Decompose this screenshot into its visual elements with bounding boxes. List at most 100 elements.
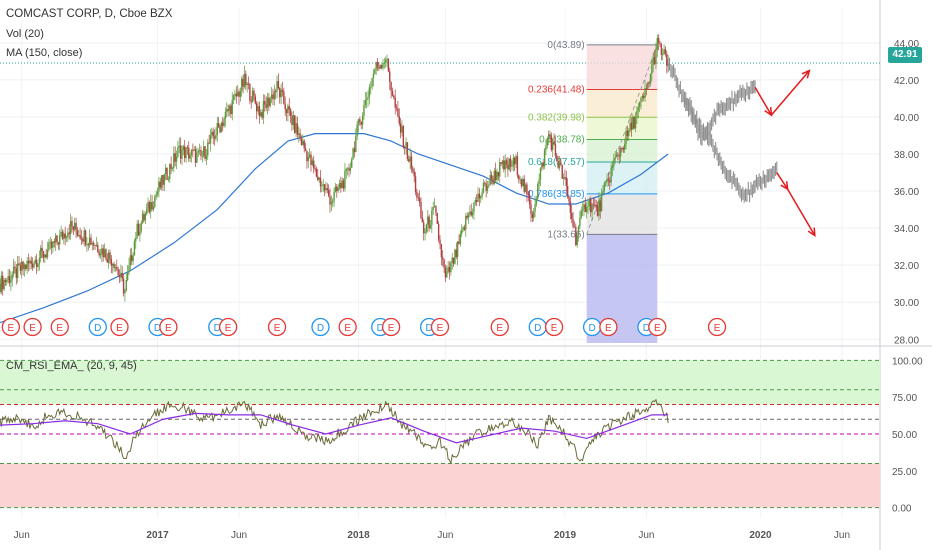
- price-axis-tick: 40.00: [894, 113, 919, 124]
- candle-body: [204, 146, 206, 159]
- candle-body: [68, 232, 70, 235]
- arrow-drawings[interactable]: [754, 69, 816, 238]
- marker-label: D: [94, 323, 101, 334]
- candle-body: [91, 242, 94, 245]
- candle-body: [154, 196, 156, 207]
- marker-label: E: [165, 323, 172, 334]
- candle-body: [67, 232, 69, 238]
- candle-body: [16, 263, 19, 278]
- candle-body: [361, 115, 364, 125]
- projection-drawing[interactable]: [667, 57, 778, 203]
- candle-body: [167, 178, 170, 180]
- candle-body: [26, 260, 28, 270]
- candle-body: [379, 65, 381, 69]
- candle-body: [465, 215, 467, 230]
- candle-body: [458, 241, 460, 244]
- candle-body: [261, 112, 263, 118]
- candle-body: [443, 259, 445, 268]
- candle-body: [75, 222, 77, 231]
- candle-body: [170, 164, 172, 169]
- candle-body: [250, 100, 252, 102]
- candle-body: [192, 149, 194, 151]
- candle-body: [315, 168, 318, 177]
- candle-body: [341, 180, 343, 189]
- candle-body: [156, 191, 159, 195]
- candle-body: [11, 274, 13, 280]
- candle-body: [344, 170, 346, 189]
- candle-body: [651, 64, 653, 74]
- candle-body: [481, 192, 483, 197]
- candle-body: [31, 263, 34, 268]
- price-axis-tick: 30.00: [894, 298, 919, 309]
- candle-body: [643, 95, 645, 98]
- candle-body: [196, 152, 198, 163]
- candle-body: [621, 148, 623, 149]
- candle-body: [513, 157, 516, 165]
- time-axis-tick: 2019: [554, 530, 577, 541]
- candle-body: [325, 188, 327, 191]
- candle-body: [372, 73, 375, 79]
- candle-body: [103, 249, 106, 258]
- candle-body: [566, 186, 569, 197]
- candle-body: [641, 95, 644, 99]
- candle-body: [217, 123, 220, 127]
- candle-body: [450, 262, 452, 273]
- candle-body: [617, 154, 619, 156]
- candle-body: [488, 184, 490, 187]
- candle-body: [247, 83, 250, 85]
- candle-body: [632, 116, 634, 130]
- candle-body: [122, 278, 125, 294]
- candle-body: [584, 204, 587, 213]
- candle-body: [408, 159, 410, 162]
- ma-line: [0, 133, 669, 324]
- earnings-marker: [218, 317, 238, 337]
- candle-body: [50, 241, 53, 248]
- candle-body: [336, 186, 338, 191]
- candle-body: [265, 104, 267, 108]
- candle-body: [99, 253, 102, 256]
- candle-body: [162, 175, 164, 185]
- candle-body: [494, 170, 497, 181]
- candle-body: [236, 91, 239, 97]
- candle-body: [370, 86, 372, 88]
- candle-body: [171, 167, 174, 169]
- candle-body: [648, 82, 650, 84]
- candle-body: [18, 263, 20, 266]
- candle-body: [285, 109, 288, 114]
- last-price-badge: 42.91: [888, 47, 922, 63]
- candle-body: [398, 116, 400, 124]
- candle-body: [402, 126, 405, 147]
- candle-body: [485, 183, 487, 191]
- candle-body: [120, 272, 122, 278]
- candle-body: [524, 184, 527, 192]
- candle-body: [22, 261, 24, 270]
- candle-body: [633, 116, 635, 129]
- candle-body: [526, 184, 528, 195]
- candle-body: [389, 71, 391, 82]
- candle-body: [357, 119, 360, 125]
- candle-body: [0, 275, 3, 293]
- candle-body: [595, 205, 597, 207]
- candle-body: [562, 177, 565, 179]
- candle-body: [630, 122, 633, 130]
- candle-body: [152, 206, 155, 210]
- candle-body: [429, 225, 432, 229]
- earnings-marker: [430, 317, 450, 337]
- time-axis-tick: 2018: [347, 530, 370, 541]
- candle-body: [637, 107, 639, 111]
- candle-body: [348, 168, 350, 171]
- candle-body: [45, 254, 47, 258]
- candle-body: [588, 199, 591, 206]
- candle-body: [183, 146, 186, 159]
- candle-body: [386, 58, 388, 60]
- candle-body: [333, 191, 335, 201]
- fib-level-label: 0.786(35.85): [528, 189, 585, 200]
- rsi-axis-tick: 100.00: [892, 356, 923, 367]
- candle-body: [395, 107, 398, 109]
- candle-body: [573, 226, 576, 228]
- fib-zone: [586, 117, 658, 140]
- candle-body: [65, 237, 68, 239]
